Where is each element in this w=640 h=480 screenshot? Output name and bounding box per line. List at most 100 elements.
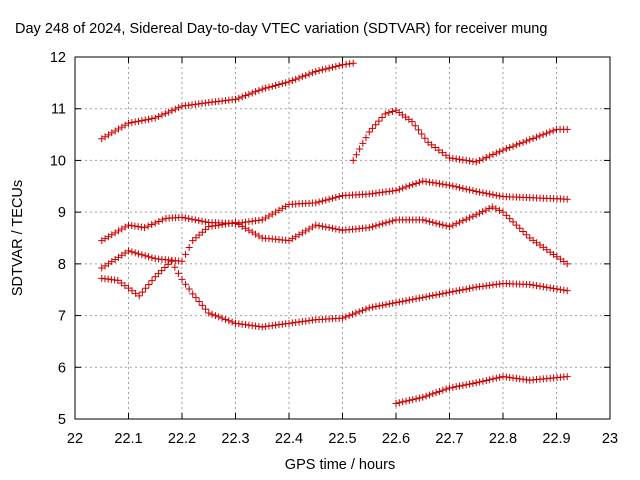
data-point-marker bbox=[325, 195, 333, 203]
data-point-marker bbox=[435, 146, 443, 154]
data-point-marker bbox=[368, 124, 376, 132]
data-point-marker bbox=[145, 115, 153, 123]
data-point-marker bbox=[141, 224, 149, 232]
data-point-marker bbox=[295, 74, 303, 82]
data-point-marker bbox=[215, 221, 223, 229]
data-point-marker bbox=[462, 381, 470, 389]
data-point-marker bbox=[472, 158, 480, 166]
data-point-marker bbox=[432, 219, 440, 227]
data-point-marker bbox=[332, 193, 340, 201]
data-point-marker bbox=[462, 215, 470, 223]
data-point-marker bbox=[158, 111, 166, 119]
data-point-marker bbox=[101, 235, 109, 243]
data-point-marker bbox=[456, 382, 464, 390]
data-point-marker bbox=[352, 151, 360, 159]
data-point-marker bbox=[349, 59, 357, 67]
data-point-marker bbox=[252, 88, 260, 96]
data-point-marker bbox=[409, 396, 417, 404]
data-point-marker bbox=[148, 115, 156, 123]
data-point-marker bbox=[422, 293, 430, 301]
data-point-marker bbox=[198, 217, 206, 225]
data-point-marker bbox=[211, 222, 219, 230]
data-point-marker bbox=[492, 149, 500, 157]
data-point-marker bbox=[195, 217, 203, 225]
data-point-marker bbox=[412, 395, 420, 403]
data-point-marker bbox=[174, 269, 182, 277]
data-point-marker bbox=[512, 141, 520, 149]
data-point-marker bbox=[476, 378, 484, 386]
data-point-marker bbox=[98, 135, 106, 143]
x-tick-label: 22.5 bbox=[328, 431, 356, 447]
data-point-marker bbox=[151, 273, 159, 281]
data-point-marker bbox=[138, 117, 146, 125]
data-point-marker bbox=[114, 227, 122, 235]
data-point-marker bbox=[121, 121, 129, 129]
data-point-marker bbox=[135, 117, 143, 125]
data-point-marker bbox=[128, 119, 136, 127]
data-point-marker bbox=[272, 81, 280, 89]
data-point-marker bbox=[322, 196, 330, 204]
data-point-marker bbox=[305, 225, 313, 233]
data-point-marker bbox=[543, 283, 551, 291]
data-point-marker bbox=[221, 220, 229, 228]
data-point-marker bbox=[278, 204, 286, 212]
data-point-marker bbox=[536, 132, 544, 140]
data-point-marker bbox=[359, 139, 367, 147]
data-point-marker bbox=[449, 221, 457, 229]
data-point-marker bbox=[342, 60, 350, 68]
data-point-marker bbox=[439, 386, 447, 394]
plot-frame bbox=[74, 56, 611, 420]
data-point-marker bbox=[131, 118, 139, 126]
data-point-marker bbox=[328, 224, 336, 232]
y-tick-label: 9 bbox=[58, 205, 66, 221]
data-point-marker bbox=[499, 146, 507, 154]
data-point-marker bbox=[392, 399, 400, 407]
data-point-marker bbox=[282, 79, 290, 87]
data-point-marker bbox=[285, 237, 293, 245]
data-point-marker bbox=[255, 86, 263, 94]
x-tick-label: 22 bbox=[67, 431, 83, 447]
data-point-marker bbox=[148, 221, 156, 229]
data-point-marker bbox=[432, 389, 440, 397]
y-tick-label: 12 bbox=[50, 50, 66, 66]
y-tick-label: 5 bbox=[58, 412, 66, 428]
data-point-marker bbox=[167, 257, 175, 265]
data-point-marker bbox=[479, 155, 487, 163]
data-point-marker bbox=[141, 116, 149, 124]
data-point-marker bbox=[411, 122, 419, 130]
data-point-marker bbox=[405, 396, 413, 404]
data-point-marker bbox=[546, 284, 554, 292]
data-point-marker bbox=[516, 224, 524, 232]
data-point-marker bbox=[402, 397, 410, 405]
data-point-marker bbox=[325, 64, 333, 72]
data-point-marker bbox=[563, 195, 571, 203]
data-point-marker bbox=[242, 224, 250, 232]
data-point-marker bbox=[459, 286, 467, 294]
data-point-marker bbox=[469, 379, 477, 387]
data-point-marker bbox=[235, 220, 243, 228]
data-point-marker bbox=[318, 66, 326, 74]
data-point-marker bbox=[499, 208, 507, 216]
data-point-marker bbox=[446, 288, 453, 296]
data-point-marker bbox=[228, 318, 236, 326]
data-point-marker bbox=[485, 205, 493, 213]
data-point-marker bbox=[509, 142, 517, 150]
data-point-marker bbox=[98, 237, 106, 245]
data-point-marker bbox=[496, 373, 504, 381]
data-point-marker bbox=[419, 177, 427, 185]
data-point-marker bbox=[429, 179, 437, 187]
data-point-marker bbox=[365, 224, 373, 232]
data-point-marker bbox=[452, 155, 460, 163]
data-point-marker bbox=[245, 226, 253, 234]
data-point-marker bbox=[432, 291, 440, 299]
data-point-marker bbox=[117, 279, 125, 287]
data-point-marker bbox=[466, 157, 474, 165]
data-point-marker bbox=[292, 233, 300, 241]
data-point-marker bbox=[418, 130, 426, 138]
data-point-marker bbox=[205, 309, 213, 317]
data-point-marker bbox=[255, 232, 263, 240]
data-point-marker bbox=[375, 117, 383, 125]
data-point-marker bbox=[268, 82, 276, 90]
data-point-marker bbox=[335, 226, 343, 234]
